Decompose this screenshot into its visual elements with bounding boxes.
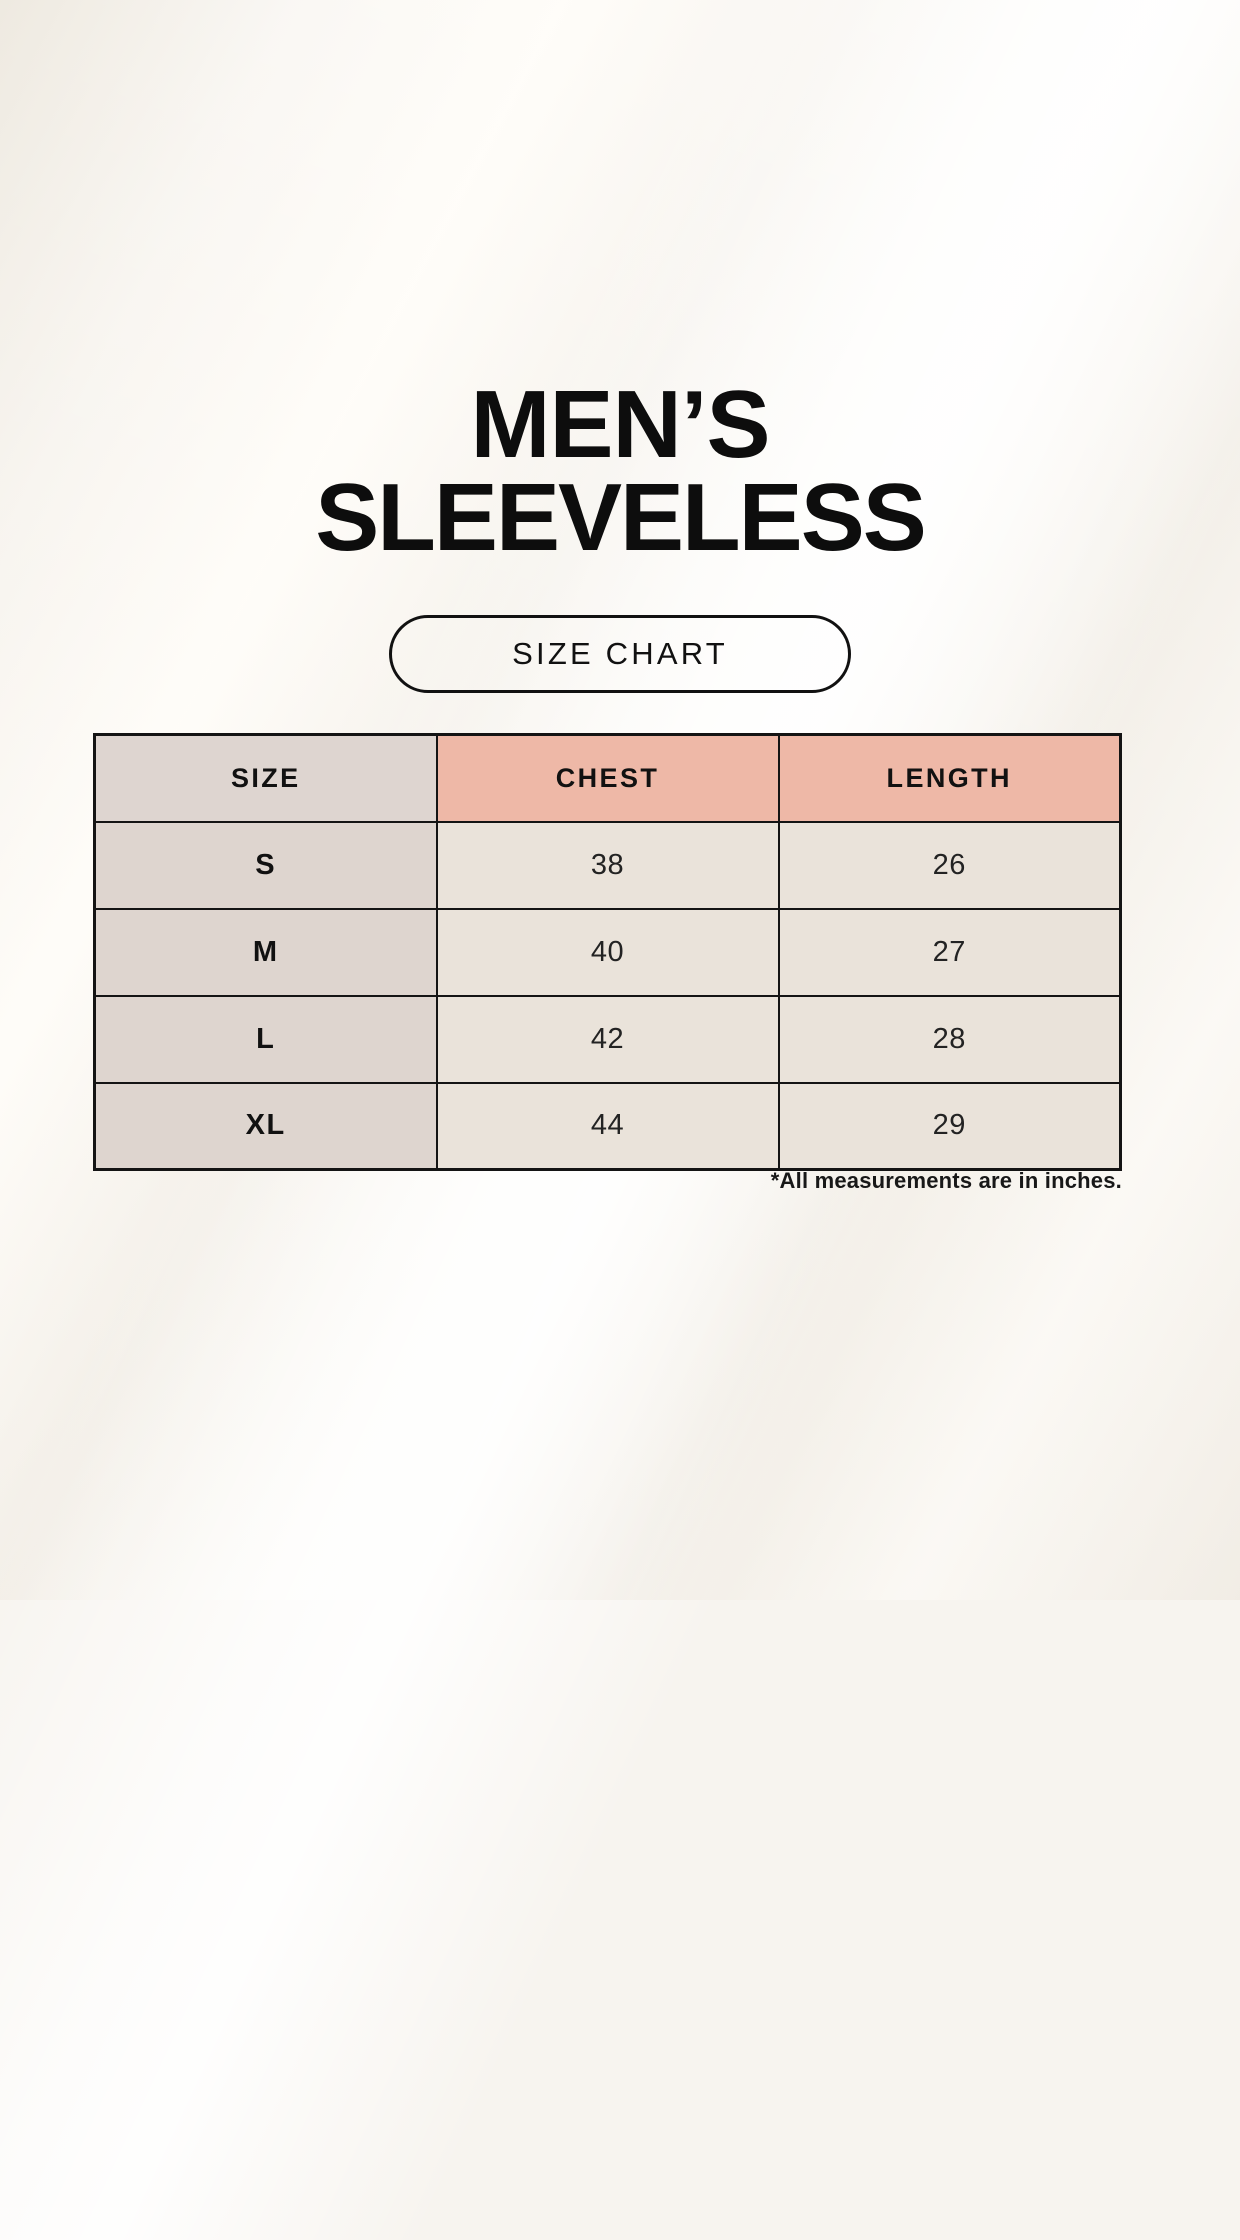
- table-row: M 40 27: [93, 907, 1122, 997]
- title-line-two: SLEEVELESS: [315, 464, 927, 572]
- cell-chest: 38: [435, 820, 780, 910]
- title-line-one: MEN’S: [470, 371, 770, 478]
- table-row: S 38 26: [93, 820, 1122, 910]
- cell-size: L: [93, 994, 438, 1084]
- column-header-chest: CHEST: [435, 733, 780, 823]
- table-header: SIZE CHEST LENGTH: [93, 733, 1122, 823]
- table-row: L 42 28: [93, 994, 1122, 1084]
- column-header-length: LENGTH: [777, 733, 1122, 823]
- size-table-container: SIZE CHEST LENGTH S 38 26 M 40 27 L: [93, 733, 1122, 1171]
- cell-chest: 44: [435, 1081, 780, 1171]
- cell-length: 26: [777, 820, 1122, 910]
- cell-size: M: [93, 907, 438, 997]
- page-title: MEN’S SLEEVELESS: [0, 371, 1240, 572]
- cell-size: S: [93, 820, 438, 910]
- badge-container: SIZE CHART: [0, 615, 1240, 693]
- cell-length: 29: [777, 1081, 1122, 1171]
- table-header-row: SIZE CHEST LENGTH: [93, 733, 1122, 823]
- column-header-size: SIZE: [93, 733, 438, 823]
- cell-chest: 40: [435, 907, 780, 997]
- cell-chest: 42: [435, 994, 780, 1084]
- cell-size: XL: [93, 1081, 438, 1171]
- size-table: SIZE CHEST LENGTH S 38 26 M 40 27 L: [93, 733, 1122, 1171]
- cell-length: 28: [777, 994, 1122, 1084]
- table-row: XL 44 29: [93, 1081, 1122, 1171]
- cell-length: 27: [777, 907, 1122, 997]
- size-chart-badge: SIZE CHART: [389, 615, 851, 693]
- table-body: S 38 26 M 40 27 L 42 28 XL 44 29: [93, 820, 1122, 1171]
- measurement-unit-note: *All measurements are in inches.: [770, 1168, 1122, 1193]
